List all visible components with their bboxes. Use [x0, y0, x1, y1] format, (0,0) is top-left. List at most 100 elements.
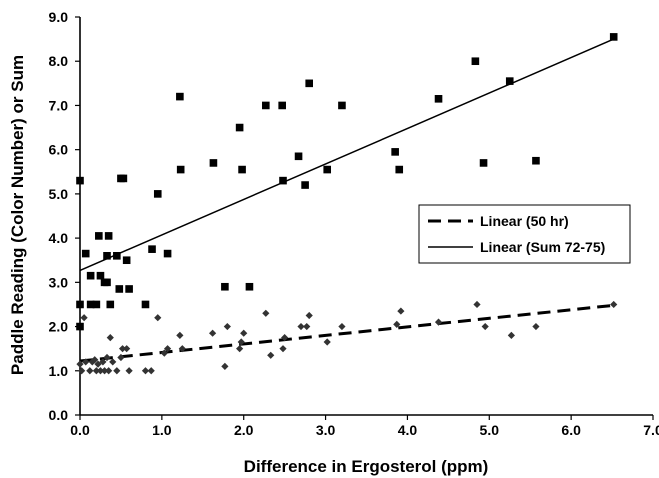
square-point — [221, 282, 229, 291]
diamond-point — [86, 367, 94, 375]
diamond-point — [237, 338, 245, 346]
square-point — [609, 33, 618, 41]
diamond-point — [96, 367, 105, 375]
diamond-point — [154, 314, 162, 322]
y-axis-title-group: Paddle Reading (Color Number) or Sum — [8, 55, 27, 375]
diamond-point — [106, 334, 114, 342]
diamond-point — [80, 314, 88, 322]
y-tick-label: 5.0 — [49, 186, 69, 202]
y-tick-label: 4.0 — [49, 230, 69, 246]
square-point — [76, 176, 84, 185]
diamond-point — [305, 311, 313, 320]
square-point — [81, 249, 90, 258]
square-point — [76, 300, 84, 309]
x-tick-label: 2.0 — [234, 422, 254, 438]
square-point — [235, 123, 244, 132]
x-tick-label: 1.0 — [152, 422, 172, 438]
square-point — [86, 271, 95, 280]
diamond-point — [147, 367, 155, 375]
square-point — [96, 271, 105, 280]
x-tick-label: 3.0 — [316, 422, 336, 438]
square-point — [176, 165, 185, 174]
square-point — [245, 282, 254, 291]
x-tick-label: 7.0 — [643, 422, 659, 438]
diamond-point — [434, 318, 443, 326]
y-tick-label: 0.0 — [49, 407, 69, 423]
y-tick-label: 1.0 — [49, 363, 69, 379]
square-point — [113, 252, 121, 260]
diamond-point — [91, 356, 99, 364]
diamond-point — [113, 367, 121, 375]
diamond-point — [532, 322, 540, 331]
diamond-point — [160, 349, 168, 357]
square-point — [119, 174, 128, 183]
diamond-point — [223, 322, 231, 331]
y-tick-label: 2.0 — [49, 319, 69, 335]
square-point — [92, 300, 101, 309]
square-point — [262, 101, 270, 110]
square-point — [76, 322, 84, 331]
square-point — [395, 165, 404, 174]
square-point — [103, 252, 111, 260]
square-point — [279, 176, 287, 185]
diamond-point — [610, 300, 618, 309]
square-point — [505, 77, 514, 85]
diamond-point — [76, 360, 84, 368]
diamond-point — [163, 345, 172, 353]
diamond-point — [397, 307, 405, 315]
square-point — [141, 300, 150, 309]
diamond-point — [338, 322, 346, 331]
diamond-point — [78, 367, 86, 375]
square-point — [95, 232, 103, 240]
diamond-point — [99, 358, 107, 366]
square-point — [103, 278, 111, 287]
diamond-point — [262, 309, 270, 317]
diamond-point — [281, 334, 289, 342]
diamond-point — [236, 345, 244, 353]
diamond-point — [279, 345, 287, 353]
square-point — [176, 92, 184, 101]
diamond-point — [473, 300, 481, 309]
diamond-point — [176, 331, 184, 339]
y-tick-label: 6.0 — [49, 142, 69, 158]
diamond-point — [393, 320, 401, 328]
diamond-point — [82, 358, 90, 366]
diamond-point — [100, 367, 109, 375]
x-tick-label: 5.0 — [480, 422, 500, 438]
diamond-point — [267, 351, 275, 359]
square-point — [122, 256, 131, 265]
diamond-point — [178, 345, 186, 353]
square-point — [294, 152, 303, 161]
x-axis-title: Difference in Ergosterol (ppm) — [244, 457, 489, 476]
legend-box — [418, 204, 631, 264]
diamond-point — [105, 367, 113, 375]
square-point — [391, 148, 399, 156]
square-point — [305, 79, 313, 88]
square-point — [104, 232, 113, 240]
y-tick-label: 3.0 — [49, 274, 69, 290]
diamond-point — [240, 329, 248, 337]
diamond-point — [92, 367, 100, 375]
square-point — [209, 159, 218, 167]
y-tick-label: 7.0 — [49, 97, 69, 113]
square-point — [153, 190, 162, 198]
square-point — [278, 101, 286, 110]
diamond-point — [125, 367, 133, 375]
y-tick-label: 9.0 — [49, 9, 69, 25]
legend-label-linear-sum: Linear (Sum 72-75) — [480, 239, 605, 255]
x-tick-label: 0.0 — [70, 422, 90, 438]
square-point — [471, 57, 480, 66]
y-axis-title: Paddle Reading (Color Number) or Sum — [8, 55, 27, 375]
square-point — [115, 285, 124, 293]
trendline-dashed — [79, 303, 614, 363]
square-point — [323, 165, 332, 174]
square-point — [106, 300, 115, 309]
square-point — [338, 101, 346, 110]
square-point — [434, 95, 443, 103]
x-tick-label: 6.0 — [561, 422, 581, 438]
square-point — [301, 181, 309, 189]
diamond-point — [221, 362, 229, 370]
diamond-point — [103, 353, 111, 362]
diamond-point — [117, 353, 125, 362]
